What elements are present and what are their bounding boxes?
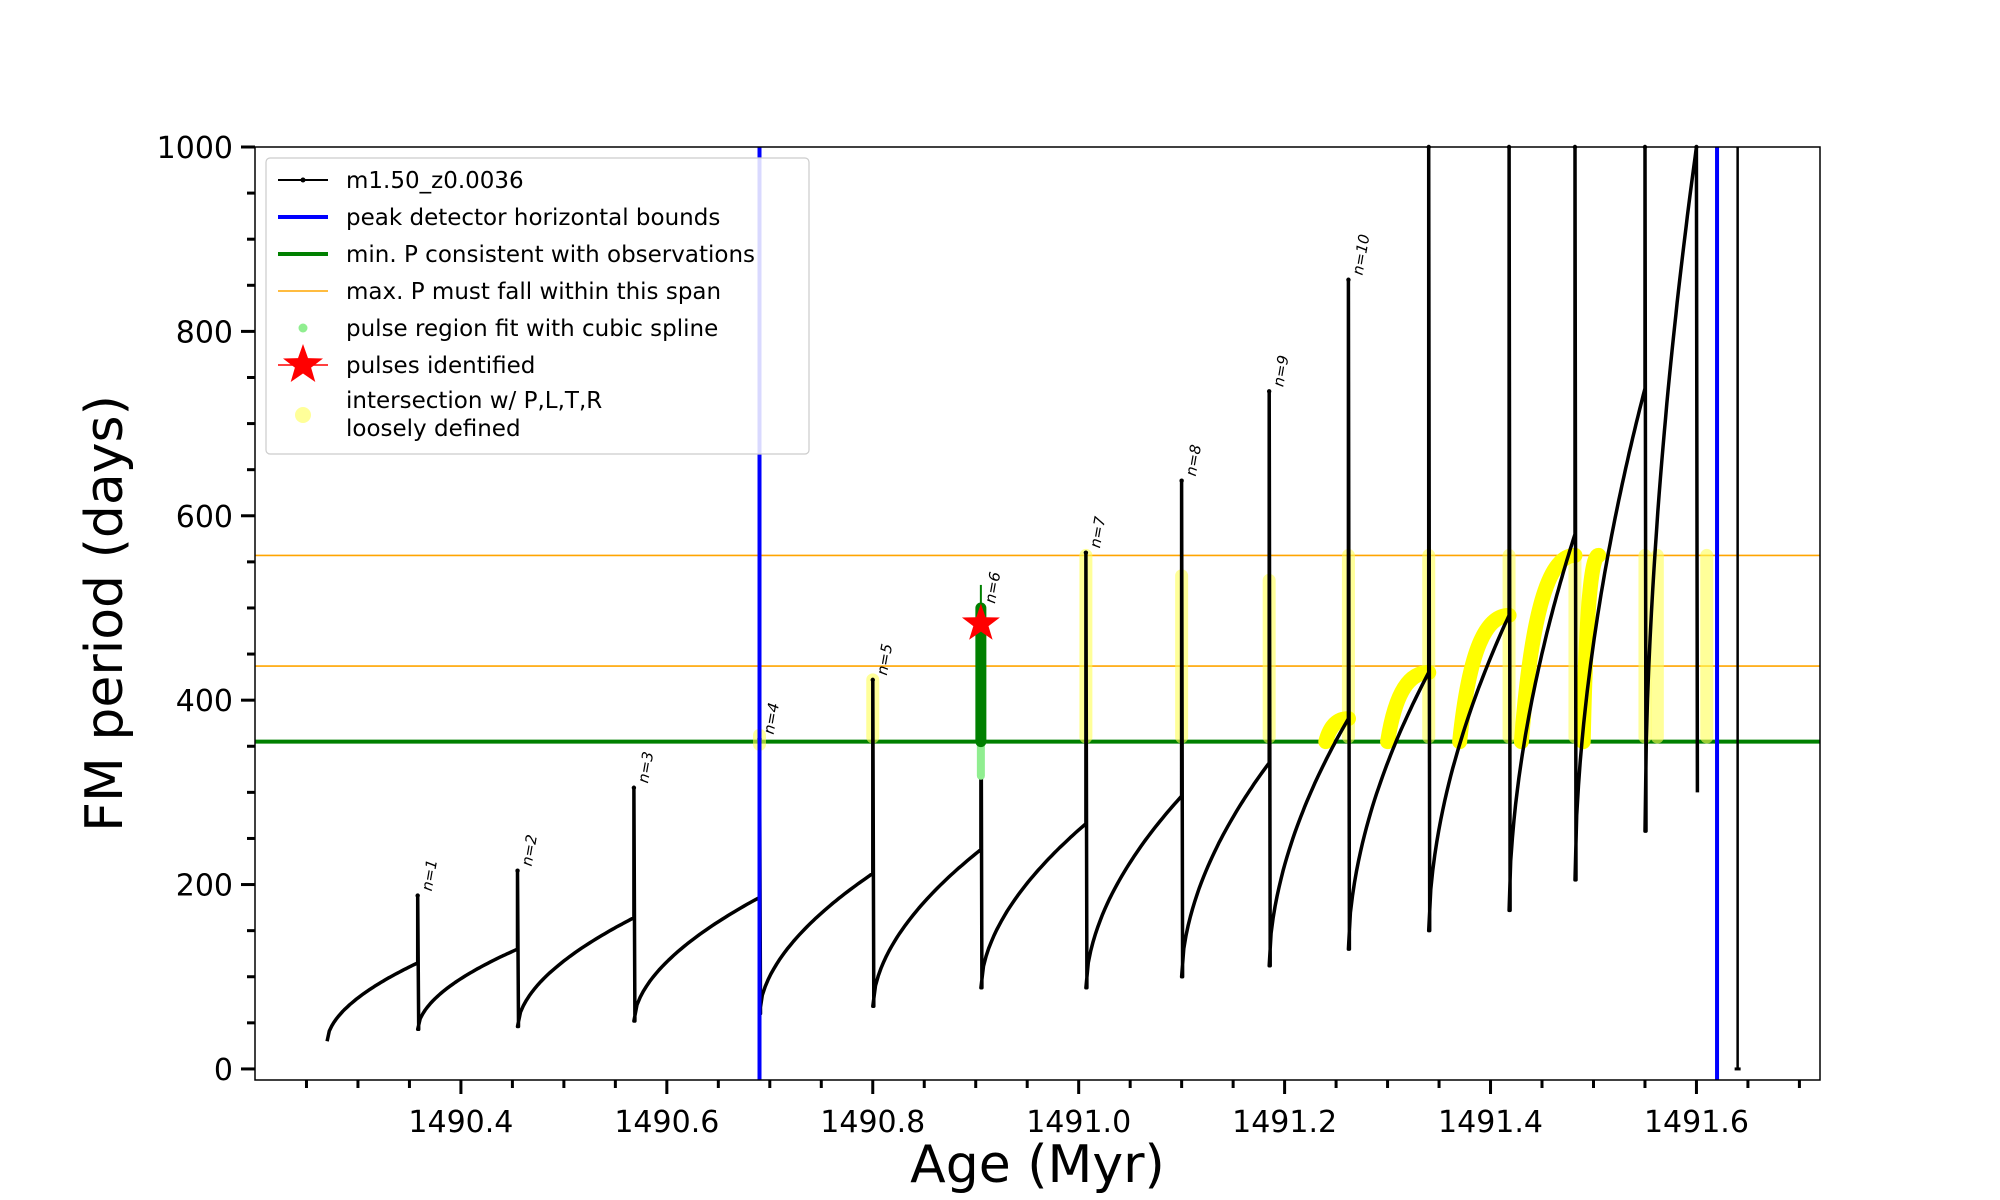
spike-top-marker-8 (1179, 478, 1184, 483)
intersection-arc-2 (1380, 665, 1437, 750)
x-tick-label-6: 1491.4 (1438, 1105, 1543, 1140)
x-tick-label-4: 1491.0 (1026, 1105, 1131, 1140)
legend-label: loosely defined (346, 416, 521, 442)
spike-top-marker-10 (1346, 277, 1351, 282)
pulse-label-1: n=1 (418, 858, 441, 892)
y-axis-title: FM period (days) (75, 395, 135, 832)
x-tick-label-1: 1490.4 (408, 1105, 513, 1140)
legend-marker (300, 177, 306, 183)
legend-label: m1.50_z0.0036 (346, 168, 524, 194)
legend-entry-4: max. P must fall within this span (278, 279, 721, 305)
pulse-label-9: n=9 (1269, 354, 1292, 388)
pulse-number-labels: n=1n=2n=3n=4n=5n=6n=7n=8n=9n=10 (418, 233, 1374, 893)
series-m1.50_z0.0036 (325, 144, 1741, 1071)
x-tick-label-7: 1491.6 (1644, 1105, 1749, 1140)
legend-entry-3: min. P consistent with observations (278, 242, 755, 268)
y-tick-label-3: 400 (176, 684, 233, 719)
intersection-arc-3 (1452, 607, 1517, 750)
legend-label: pulse region fit with cubic spline (346, 316, 718, 342)
legend-entry-5: pulse region fit with cubic spline (298, 316, 718, 342)
pulse-label-5: n=5 (873, 642, 896, 676)
legend-label: pulses identified (346, 353, 535, 379)
x-tick-label-2: 1490.6 (614, 1105, 719, 1140)
plot-area-frame (254, 146, 1821, 1081)
legend-handle (283, 344, 323, 382)
legend-handle (295, 407, 311, 423)
intersection-arc-1 (1318, 711, 1356, 750)
pulse-label-6: n=6 (981, 570, 1004, 604)
pulse-label-8: n=8 (1182, 443, 1205, 477)
pulse-label-7: n=7 (1086, 515, 1109, 550)
pulse-label-2: n=2 (518, 833, 541, 867)
y-tick-label-5: 800 (176, 315, 233, 350)
legend-entry-1: m1.50_z0.0036 (278, 168, 524, 194)
x-tick-label-3: 1490.8 (820, 1105, 925, 1140)
legend-entry-6: pulses identified (278, 344, 535, 382)
legend-label: intersection w/ P,L,T,R (346, 388, 602, 414)
intersection-arc-5 (1575, 547, 1607, 750)
x-axis-ticks: 1490.4 1490.6 1490.8 1491.0 1491.2 1491.4 1491… (304, 1080, 1801, 1140)
legend-box (265, 157, 810, 455)
pulse-label-4: n=4 (760, 701, 783, 735)
series-line (325, 145, 1700, 1042)
pulse-star (961, 603, 1000, 640)
spike-top-marker-1 (415, 893, 420, 898)
spike-top-marker-2 (515, 868, 520, 873)
x-axis-title: Age (Myr) (910, 1135, 1165, 1195)
y-tick-label-2: 200 (176, 869, 233, 904)
spike-top-marker-7 (1083, 550, 1089, 555)
y-tick-label-4: 600 (176, 500, 233, 535)
legend-label: peak detector horizontal bounds (346, 205, 720, 231)
legend-label: min. P consistent with observations (346, 242, 755, 268)
y-axis-ticks: 0 200 400 600 800 1000 (157, 131, 255, 1088)
spike-top-marker-9 (1266, 389, 1272, 394)
y-tick-label-1: 0 (214, 1053, 233, 1088)
legend-handle (298, 323, 308, 333)
pulses-identified (961, 603, 1000, 640)
pulse-label-3: n=3 (634, 750, 657, 784)
spike-top-marker-3 (631, 785, 637, 790)
spike-top-marker-5 (870, 677, 875, 683)
x-tick-label-5: 1491.2 (1232, 1105, 1337, 1140)
y-tick-label-6: 1000 (157, 131, 233, 166)
legend-label: max. P must fall within this span (346, 279, 721, 305)
legend-entry-2: peak detector horizontal bounds (278, 205, 720, 231)
